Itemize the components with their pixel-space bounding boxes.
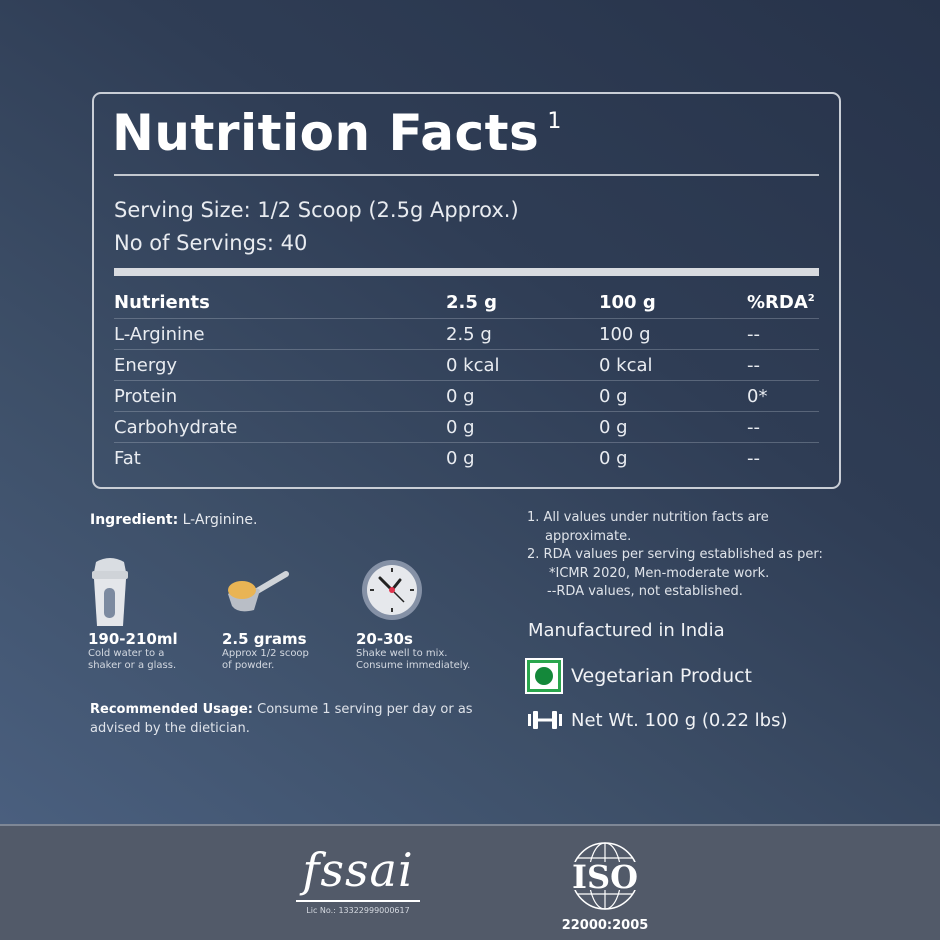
nutrient-name: Carbohydrate [114, 416, 238, 438]
header-rda: %RDA2 [747, 292, 815, 313]
ingredient-label: Ingredient: [90, 512, 179, 528]
step-desc: shaker or a glass. [88, 660, 177, 671]
shaker-icon [88, 558, 222, 628]
recommended-usage: Recommended Usage: Consume 1 serving per… [90, 700, 510, 738]
step-value: 2.5 grams [222, 630, 307, 648]
table-row: L-Arginine 2.5 g 100 g -- [114, 319, 819, 350]
step-desc: Shake well to mix. [356, 648, 448, 659]
step-value: 20-30s [356, 630, 413, 648]
footnote-2b: --RDA values, not established. [547, 584, 743, 599]
iso-globe-icon: ISO [569, 842, 641, 910]
step-value: 190-210ml [88, 630, 178, 648]
step-water: 190-210ml Cold water to a shaker or a gl… [88, 558, 222, 672]
preparation-steps: 190-210ml Cold water to a shaker or a gl… [88, 558, 516, 672]
footnote-1-cont: approximate. [545, 528, 632, 544]
nutrient-rda: 0* [747, 385, 768, 407]
nutrient-per-100g: 0 g [599, 416, 628, 438]
title-text: Nutrition Facts [112, 104, 540, 162]
footnote-2a: *ICMR 2020, Men-moderate work. [549, 565, 770, 581]
divider-thin [114, 174, 819, 176]
net-weight-text: Net Wt. 100 g (0.22 lbs) [571, 709, 788, 731]
table-header-row: Nutrients 2.5 g 100 g %RDA2 [114, 287, 819, 319]
divider-thick [114, 268, 819, 276]
nutrition-title: Nutrition Facts 1 [112, 104, 562, 162]
nutrient-rda: -- [747, 354, 760, 376]
serving-info: Serving Size: 1/2 Scoop (2.5g Approx.) N… [114, 194, 519, 260]
step-desc: of powder. [222, 660, 275, 671]
nutrient-per-100g: 0 g [599, 448, 628, 469]
title-footnote-mark: 1 [547, 109, 562, 135]
footnotes: 1. All values under nutrition facts are … [527, 509, 823, 602]
nutrient-rda: -- [747, 448, 760, 469]
nutrient-per-serving: 0 kcal [446, 354, 500, 376]
scoop-icon [222, 558, 356, 628]
nutrient-name: L-Arginine [114, 323, 205, 345]
nutrition-table: Nutrients 2.5 g 100 g %RDA2 L-Arginine 2… [114, 287, 819, 474]
usage-text: Consume 1 serving per day or as advised … [90, 702, 473, 736]
iso-standard-number: 22000:2005 [561, 918, 649, 933]
fssai-wordmark: fssai [296, 840, 420, 902]
vegetarian-badge: Vegetarian Product [525, 658, 753, 694]
nutrient-per-100g: 100 g [599, 323, 651, 345]
nutrition-facts-panel: Nutrition Facts 1 Serving Size: 1/2 Scoop… [92, 92, 841, 489]
iso-logo: ISO 22000:2005 [555, 840, 655, 933]
table-row: Fat 0 g 0 g -- [114, 443, 819, 474]
nutrient-per-100g: 0 g [599, 385, 628, 407]
footnote-1: 1. All values under nutrition facts are [527, 510, 769, 525]
nutrient-per-serving: 2.5 g [446, 323, 492, 345]
vegetarian-text: Vegetarian Product [571, 665, 753, 687]
ingredient-value: L-Arginine. [178, 512, 258, 528]
serving-size: Serving Size: 1/2 Scoop (2.5g Approx.) [114, 198, 519, 222]
certifications-footer: fssai Lic No.: 13322999000617 ISO 22000:… [0, 824, 940, 940]
ingredient-line: Ingredient: L-Arginine. [90, 512, 257, 528]
fssai-logo: fssai Lic No.: 13322999000617 [288, 840, 428, 915]
usage-label: Recommended Usage: [90, 702, 253, 717]
table-row: Protein 0 g 0 g 0* [114, 381, 819, 412]
table-row: Carbohydrate 0 g 0 g -- [114, 412, 819, 443]
license-number: Lic No.: 13322999000617 [306, 906, 410, 915]
manufactured-in: Manufactured in India [528, 620, 725, 641]
step-desc: Consume immediately. [356, 660, 471, 671]
svg-text:ISO: ISO [572, 858, 638, 896]
nutrient-name: Protein [114, 385, 178, 407]
table-row: Energy 0 kcal 0 kcal -- [114, 350, 819, 381]
nutrient-rda: -- [747, 323, 760, 345]
footnote-2: 2. RDA values per serving established as… [527, 547, 823, 562]
header-nutrients: Nutrients [114, 292, 210, 313]
step-powder: 2.5 grams Approx 1/2 scoop of powder. [222, 558, 356, 672]
nutrient-per-serving: 0 g [446, 416, 475, 438]
nutrient-name: Energy [114, 354, 178, 376]
nutrient-rda: -- [747, 416, 760, 438]
step-desc: Approx 1/2 scoop [222, 648, 309, 659]
nutrient-per-100g: 0 kcal [599, 354, 653, 376]
dumbbell-icon [528, 711, 562, 729]
header-per-serving: 2.5 g [446, 292, 498, 313]
header-per-100g: 100 g [599, 292, 656, 313]
nutrient-per-serving: 0 g [446, 385, 475, 407]
step-desc: Cold water to a [88, 648, 165, 659]
nutrient-per-serving: 0 g [446, 448, 475, 469]
net-weight: Net Wt. 100 g (0.22 lbs) [527, 709, 788, 731]
veg-symbol-icon [525, 658, 563, 694]
nutrient-name: Fat [114, 448, 141, 469]
clock-icon [356, 558, 516, 628]
step-shake: 20-30s Shake well to mix. Consume immedi… [356, 558, 516, 672]
servings-count: No of Servings: 40 [114, 231, 308, 255]
